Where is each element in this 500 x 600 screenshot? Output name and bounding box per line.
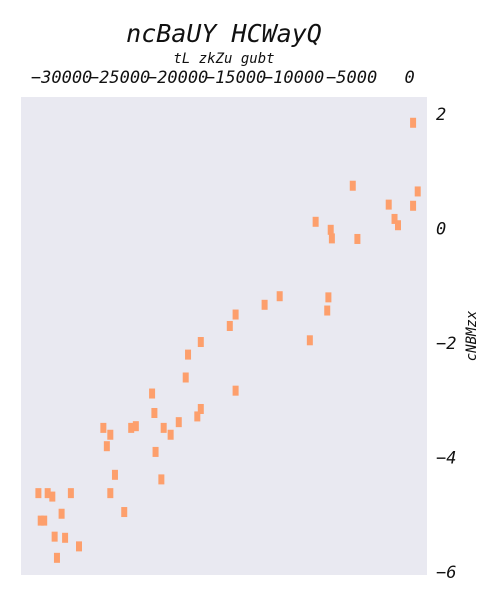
chart-title: ncBaUY HCWayQ xyxy=(126,19,322,48)
data-point xyxy=(111,469,118,480)
data-point xyxy=(232,385,239,396)
data-point xyxy=(306,335,313,346)
data-point xyxy=(100,422,107,433)
x-tick-label: −15000 xyxy=(205,68,266,88)
x-tick-label: −25000 xyxy=(89,68,150,88)
data-point xyxy=(58,508,65,519)
data-point xyxy=(51,531,58,542)
y-tick-label: 2 xyxy=(436,105,446,125)
data-point xyxy=(312,216,319,227)
data-point xyxy=(385,199,392,210)
data-point xyxy=(327,224,334,235)
data-point xyxy=(328,233,335,244)
data-point xyxy=(67,488,74,499)
data-point xyxy=(128,422,135,433)
data-point xyxy=(167,429,174,440)
data-point xyxy=(391,213,398,224)
y-tick-label: −4 xyxy=(436,449,456,469)
data-point xyxy=(44,488,51,499)
data-point xyxy=(62,532,69,543)
y-tick-labels: 2 0 −2 −4 −6 xyxy=(436,105,456,583)
data-point xyxy=(197,403,204,414)
data-point xyxy=(414,186,421,197)
data-point xyxy=(325,292,332,303)
plot-area xyxy=(21,97,427,575)
data-point xyxy=(41,515,48,526)
x-tick-label: −5000 xyxy=(326,68,377,88)
data-point xyxy=(354,233,361,244)
data-point xyxy=(53,552,60,563)
data-point xyxy=(194,411,201,422)
data-point xyxy=(261,299,268,310)
data-point xyxy=(37,515,44,526)
data-point xyxy=(226,320,233,331)
data-point xyxy=(158,474,165,485)
y-tick-label: −6 xyxy=(436,563,456,583)
data-point xyxy=(175,417,182,428)
data-point xyxy=(349,180,356,191)
data-point xyxy=(410,200,417,211)
x-tick-labels: −30000−25000−20000−15000−10000 −5000 0 xyxy=(31,68,415,88)
data-point xyxy=(152,446,159,457)
data-point xyxy=(160,422,167,433)
data-point xyxy=(395,220,401,231)
data-point xyxy=(151,407,158,418)
data-point xyxy=(107,488,114,499)
data-point xyxy=(410,117,417,128)
data-point xyxy=(197,337,204,348)
data-point xyxy=(49,491,56,502)
y-axis-label: cNBMzx xyxy=(464,310,480,361)
data-point xyxy=(324,305,331,316)
data-point xyxy=(35,488,42,499)
data-point xyxy=(232,309,239,320)
data-point xyxy=(185,349,192,360)
x-tick-label: −20000 xyxy=(147,68,208,88)
x-tick-label: 0 xyxy=(404,68,414,88)
data-point xyxy=(76,541,82,552)
data-point xyxy=(103,441,110,452)
x-axis-label: tL zkZu gubt xyxy=(173,51,274,67)
data-point xyxy=(121,507,128,518)
data-points xyxy=(35,117,421,563)
data-point xyxy=(182,372,189,383)
y-tick-label: −2 xyxy=(436,334,456,354)
data-point xyxy=(276,291,283,302)
data-point xyxy=(149,388,156,399)
data-point xyxy=(107,429,114,440)
x-tick-label: −10000 xyxy=(263,68,324,88)
data-point xyxy=(132,421,139,432)
y-tick-label: 0 xyxy=(436,220,446,240)
x-tick-label: −30000 xyxy=(31,68,92,88)
